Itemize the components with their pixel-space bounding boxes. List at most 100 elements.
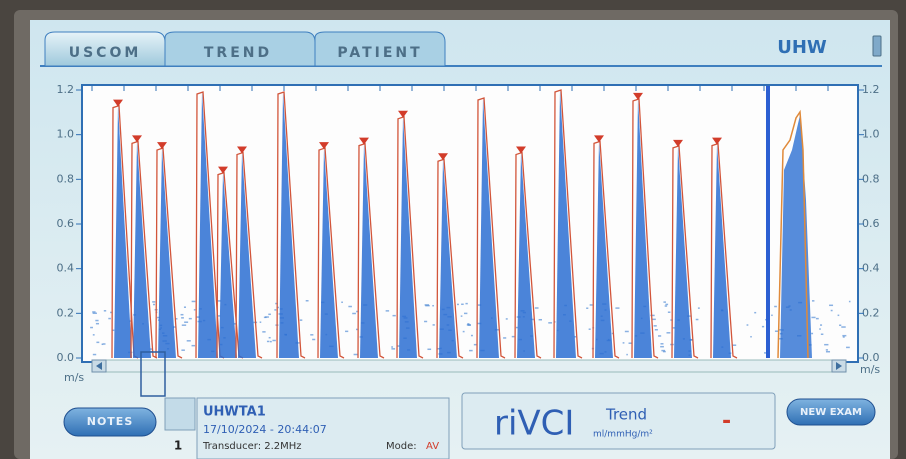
speckle bbox=[819, 328, 821, 330]
speckle bbox=[463, 331, 465, 333]
speckle bbox=[102, 344, 104, 346]
speckle bbox=[658, 335, 661, 337]
speckle bbox=[181, 317, 184, 319]
speckle bbox=[181, 314, 184, 316]
speckle bbox=[393, 315, 396, 317]
speckle bbox=[352, 313, 356, 315]
speckle bbox=[839, 325, 841, 327]
speckle bbox=[625, 331, 629, 333]
speckle bbox=[310, 334, 313, 336]
speckle bbox=[842, 335, 846, 337]
speckle bbox=[812, 300, 814, 302]
y-tick-label: 0.8 bbox=[862, 172, 880, 185]
speckle bbox=[181, 349, 184, 351]
speckle bbox=[274, 309, 276, 311]
speckle bbox=[474, 344, 477, 346]
speckle bbox=[468, 324, 471, 326]
speckle bbox=[269, 337, 271, 339]
scrollbar[interactable] bbox=[92, 360, 846, 372]
speckle bbox=[153, 304, 155, 306]
speckle bbox=[775, 330, 778, 332]
y-tick-label: 1.2 bbox=[862, 83, 880, 96]
y-tick-label: 0.4 bbox=[57, 262, 75, 275]
patient-index: 1 bbox=[174, 439, 182, 453]
speckle bbox=[93, 354, 96, 356]
rivci-unit: ml/mmHg/m² bbox=[593, 430, 653, 440]
mode-value: AV bbox=[426, 441, 439, 452]
speckle bbox=[696, 319, 699, 321]
speckle bbox=[626, 354, 628, 356]
speckle bbox=[341, 302, 343, 304]
speckle bbox=[698, 307, 700, 309]
speckle bbox=[345, 331, 348, 333]
speckle bbox=[268, 314, 271, 316]
speckle bbox=[425, 304, 429, 306]
plot-area bbox=[82, 85, 858, 362]
speckle bbox=[829, 305, 833, 307]
speckle bbox=[771, 315, 773, 317]
speckle bbox=[93, 334, 95, 336]
speckle bbox=[90, 327, 93, 329]
speckle bbox=[820, 324, 822, 326]
speckle bbox=[457, 304, 459, 306]
speckle bbox=[846, 347, 850, 349]
speckle bbox=[182, 324, 186, 326]
speckle bbox=[96, 342, 99, 344]
speckle bbox=[93, 313, 97, 315]
speckle bbox=[660, 346, 664, 348]
speckle bbox=[754, 312, 756, 314]
y-tick-label: 1.0 bbox=[862, 128, 880, 141]
axis-unit: m/s bbox=[860, 363, 880, 376]
speckle bbox=[264, 317, 267, 319]
speckle bbox=[665, 304, 668, 306]
speckle bbox=[655, 329, 658, 331]
speckle bbox=[816, 318, 819, 320]
speckle bbox=[427, 349, 431, 351]
speckle bbox=[194, 309, 196, 311]
speckle bbox=[774, 306, 777, 308]
speckle bbox=[92, 311, 95, 313]
button-label: NEW EXAM bbox=[800, 407, 862, 418]
speckle bbox=[465, 303, 467, 305]
speckle bbox=[184, 321, 188, 323]
screen: USCOM TREND PATIENT UHW 0.00.00.20.20.40… bbox=[0, 0, 906, 459]
y-tick-label: 0.2 bbox=[862, 306, 880, 319]
speckle bbox=[849, 301, 851, 303]
y-tick-label: 0.2 bbox=[57, 306, 75, 319]
speckle bbox=[306, 300, 309, 302]
button-label: NOTES bbox=[87, 415, 134, 428]
speckle bbox=[821, 334, 824, 336]
y-tick-label: 0.0 bbox=[57, 351, 75, 364]
speckle bbox=[750, 336, 752, 338]
speckle bbox=[461, 315, 463, 317]
speckle bbox=[187, 340, 191, 342]
speckle bbox=[471, 335, 473, 337]
patient-slot[interactable] bbox=[165, 398, 195, 430]
device-label: UHW bbox=[777, 37, 827, 58]
mode-label: Mode: bbox=[386, 441, 417, 452]
speckle bbox=[506, 318, 508, 320]
y-tick-label: 1.0 bbox=[57, 128, 75, 141]
speckle bbox=[467, 323, 469, 325]
speckle bbox=[95, 320, 98, 322]
cursor-bar bbox=[766, 86, 770, 358]
speckle bbox=[824, 344, 828, 346]
speckle bbox=[96, 323, 99, 325]
speckle bbox=[535, 307, 539, 309]
speckle bbox=[831, 310, 833, 312]
rivci-title: riVCI bbox=[494, 404, 574, 444]
speckle bbox=[461, 304, 464, 306]
speckle bbox=[512, 336, 515, 338]
speckle bbox=[312, 339, 315, 341]
speckle bbox=[590, 304, 593, 306]
speckle bbox=[433, 324, 435, 326]
tab-label: TREND bbox=[204, 45, 272, 61]
speckle bbox=[152, 301, 155, 303]
speckle bbox=[424, 321, 427, 323]
speckle bbox=[192, 301, 196, 303]
page: USCOM TREND PATIENT UHW 0.00.00.20.20.40… bbox=[0, 0, 906, 459]
speckle bbox=[826, 349, 828, 351]
rivci-value: - bbox=[722, 409, 731, 434]
speckle bbox=[267, 341, 269, 343]
speckle bbox=[667, 332, 671, 334]
